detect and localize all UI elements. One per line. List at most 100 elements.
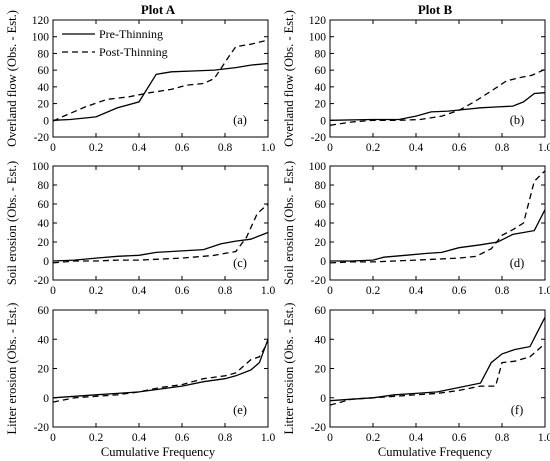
panel-b-ytick-label: -20: [311, 132, 327, 144]
panel-d-xtick-label: 0: [327, 285, 333, 297]
panel-a-ytick-label: 120: [32, 15, 50, 27]
panel-d-ytick-label: 60: [315, 199, 327, 211]
plot-a-title: Plot A: [141, 2, 176, 17]
panel-c-xtick-label: 0.2: [89, 285, 104, 297]
panel-c-ytick-label: 80: [38, 180, 50, 192]
panel-b-pre-thinning-line: [329, 92, 546, 121]
panel-b-xtick-label: 1.0: [538, 142, 550, 154]
panel-d-xtick-label: 0.8: [495, 285, 510, 297]
panel-c-tag: (c): [233, 256, 247, 270]
panel-b-xtick-label: 0.2: [366, 142, 381, 154]
panel-a-ytick-label: 80: [38, 48, 50, 60]
panel-b-ytick-label: 20: [315, 99, 327, 111]
panel-e-ytick-label: 40: [38, 334, 50, 346]
panel-c-post-thinning-line: [52, 203, 269, 264]
legend-pre-label: Pre-Thinning: [99, 27, 163, 41]
panel-d-tag: (d): [510, 256, 525, 270]
plot-b-title: Plot B: [418, 2, 453, 17]
panel-c-xtick-label: 1.0: [261, 285, 276, 297]
panel-d-pre-thinning-line: [330, 209, 546, 262]
panel-e-xtick-label: 0.4: [132, 432, 147, 444]
panel-d-ytick-label: 40: [315, 218, 327, 230]
panel-c-xtick-label: 0.8: [218, 285, 233, 297]
panel-b-ytick-label: 40: [315, 82, 327, 94]
panel-f-post-thinning-line: [329, 343, 546, 406]
panel-f-ytick-label: 40: [315, 334, 327, 346]
panel-b-ytick-label: 100: [309, 32, 327, 44]
panel-c-ytick-label: 100: [32, 161, 50, 173]
panel-e-ylabel: Litter erosion (Obs. - Est.): [5, 303, 19, 435]
panel-b-ylabel: Overland flow (Obs. - Est.): [282, 10, 296, 147]
panel-f-ytick-label: 20: [315, 364, 327, 376]
panel-a-ytick-label: 0: [43, 115, 49, 127]
panel-f-tag: (f): [511, 403, 524, 417]
legend: Pre-Thinning Post-Thinning: [62, 27, 168, 59]
panel-a-ytick-label: 40: [38, 82, 50, 94]
panel-d-xtick-label: 0.4: [409, 285, 424, 297]
panel-d-post-thinning-line: [329, 170, 546, 264]
panel-e-ytick-label: -20: [34, 422, 50, 434]
panel-f-ylabel: Litter erosion (Obs. - Est.): [282, 303, 296, 435]
panel-b-xtick-label: 0.4: [409, 142, 424, 154]
legend-post-label: Post-Thinning: [99, 45, 168, 59]
panel-b-xtick-label: 0: [327, 142, 333, 154]
panel-e-ytick-label: 20: [38, 364, 50, 376]
panel-e-xtick-label: 0.2: [89, 432, 104, 444]
panel-b-tag: (b): [510, 113, 525, 127]
panel-a-ytick-label: 20: [38, 99, 50, 111]
panel-e-pre-thinning-line: [52, 339, 269, 399]
panel-c-ytick-label: -20: [34, 275, 50, 287]
panel-e-ytick-label: 60: [38, 305, 50, 317]
panel-c-xtick-label: 0.4: [132, 285, 147, 297]
panel-a-xtick-label: 0.4: [132, 142, 147, 154]
panel-a-ytick-label: 100: [32, 32, 50, 44]
panel-b-ytick-label: 60: [315, 65, 327, 77]
panel-f-xtick-label: 1.0: [538, 432, 550, 444]
panel-f-ytick-label: 60: [315, 305, 327, 317]
panel-b-ytick-label: 80: [315, 48, 327, 60]
panel-f-ytick-label: 0: [320, 393, 326, 405]
panel-d-ylabel: Soil erosion (Obs. - Est.): [282, 161, 296, 285]
panel-b-frame: [329, 19, 546, 138]
panel-a-xtick-label: 0: [50, 142, 56, 154]
panel-f-xtick-label: 0.8: [495, 432, 510, 444]
panel-a-post-thinning-line: [52, 39, 269, 122]
panel-e-ytick-label: 0: [43, 393, 49, 405]
panel-e-xtick-label: 1.0: [261, 432, 276, 444]
x-axis-label-left: Cumulative Frequency: [101, 445, 216, 459]
panel-f-xtick-label: 0.2: [366, 432, 381, 444]
panel-d-xtick-label: 0.6: [452, 285, 467, 297]
panel-a-xtick-label: 0.6: [175, 142, 190, 154]
panel-b-ytick-label: 0: [320, 115, 326, 127]
panel-c-ytick-label: 60: [38, 199, 50, 211]
panel-c-ytick-label: 0: [43, 256, 49, 268]
panel-f-pre-thinning-line: [329, 317, 546, 402]
panel-c-pre-thinning-line: [52, 231, 269, 262]
panel-a-xtick-label: 0.8: [218, 142, 233, 154]
panel-f-ytick-label: -20: [311, 422, 327, 434]
panel-d-xtick-label: 1.0: [538, 285, 550, 297]
panel-f-xtick-label: 0.6: [452, 432, 467, 444]
panel-f-xtick-label: 0: [327, 432, 333, 444]
panel-a-xtick-label: 1.0: [261, 142, 276, 154]
panel-e-xtick-label: 0: [50, 432, 56, 444]
panel-c-xtick-label: 0.6: [175, 285, 190, 297]
panel-d-xtick-label: 0.2: [366, 285, 381, 297]
x-axis-label-right: Cumulative Frequency: [378, 445, 493, 459]
panel-a-ylabel: Overland flow (Obs. - Est.): [5, 10, 19, 147]
panel-c-ylabel: Soil erosion (Obs. - Est.): [5, 161, 19, 285]
panel-a-tag: (a): [233, 113, 247, 127]
panel-b-post-thinning-line: [329, 68, 546, 126]
panel-a-xtick-label: 0.2: [89, 142, 104, 154]
panel-a-ytick-label: -20: [34, 132, 50, 144]
panel-d-ytick-label: 20: [315, 237, 327, 249]
panel-c-ytick-label: 40: [38, 218, 50, 230]
panel-e-xtick-label: 0.6: [175, 432, 190, 444]
